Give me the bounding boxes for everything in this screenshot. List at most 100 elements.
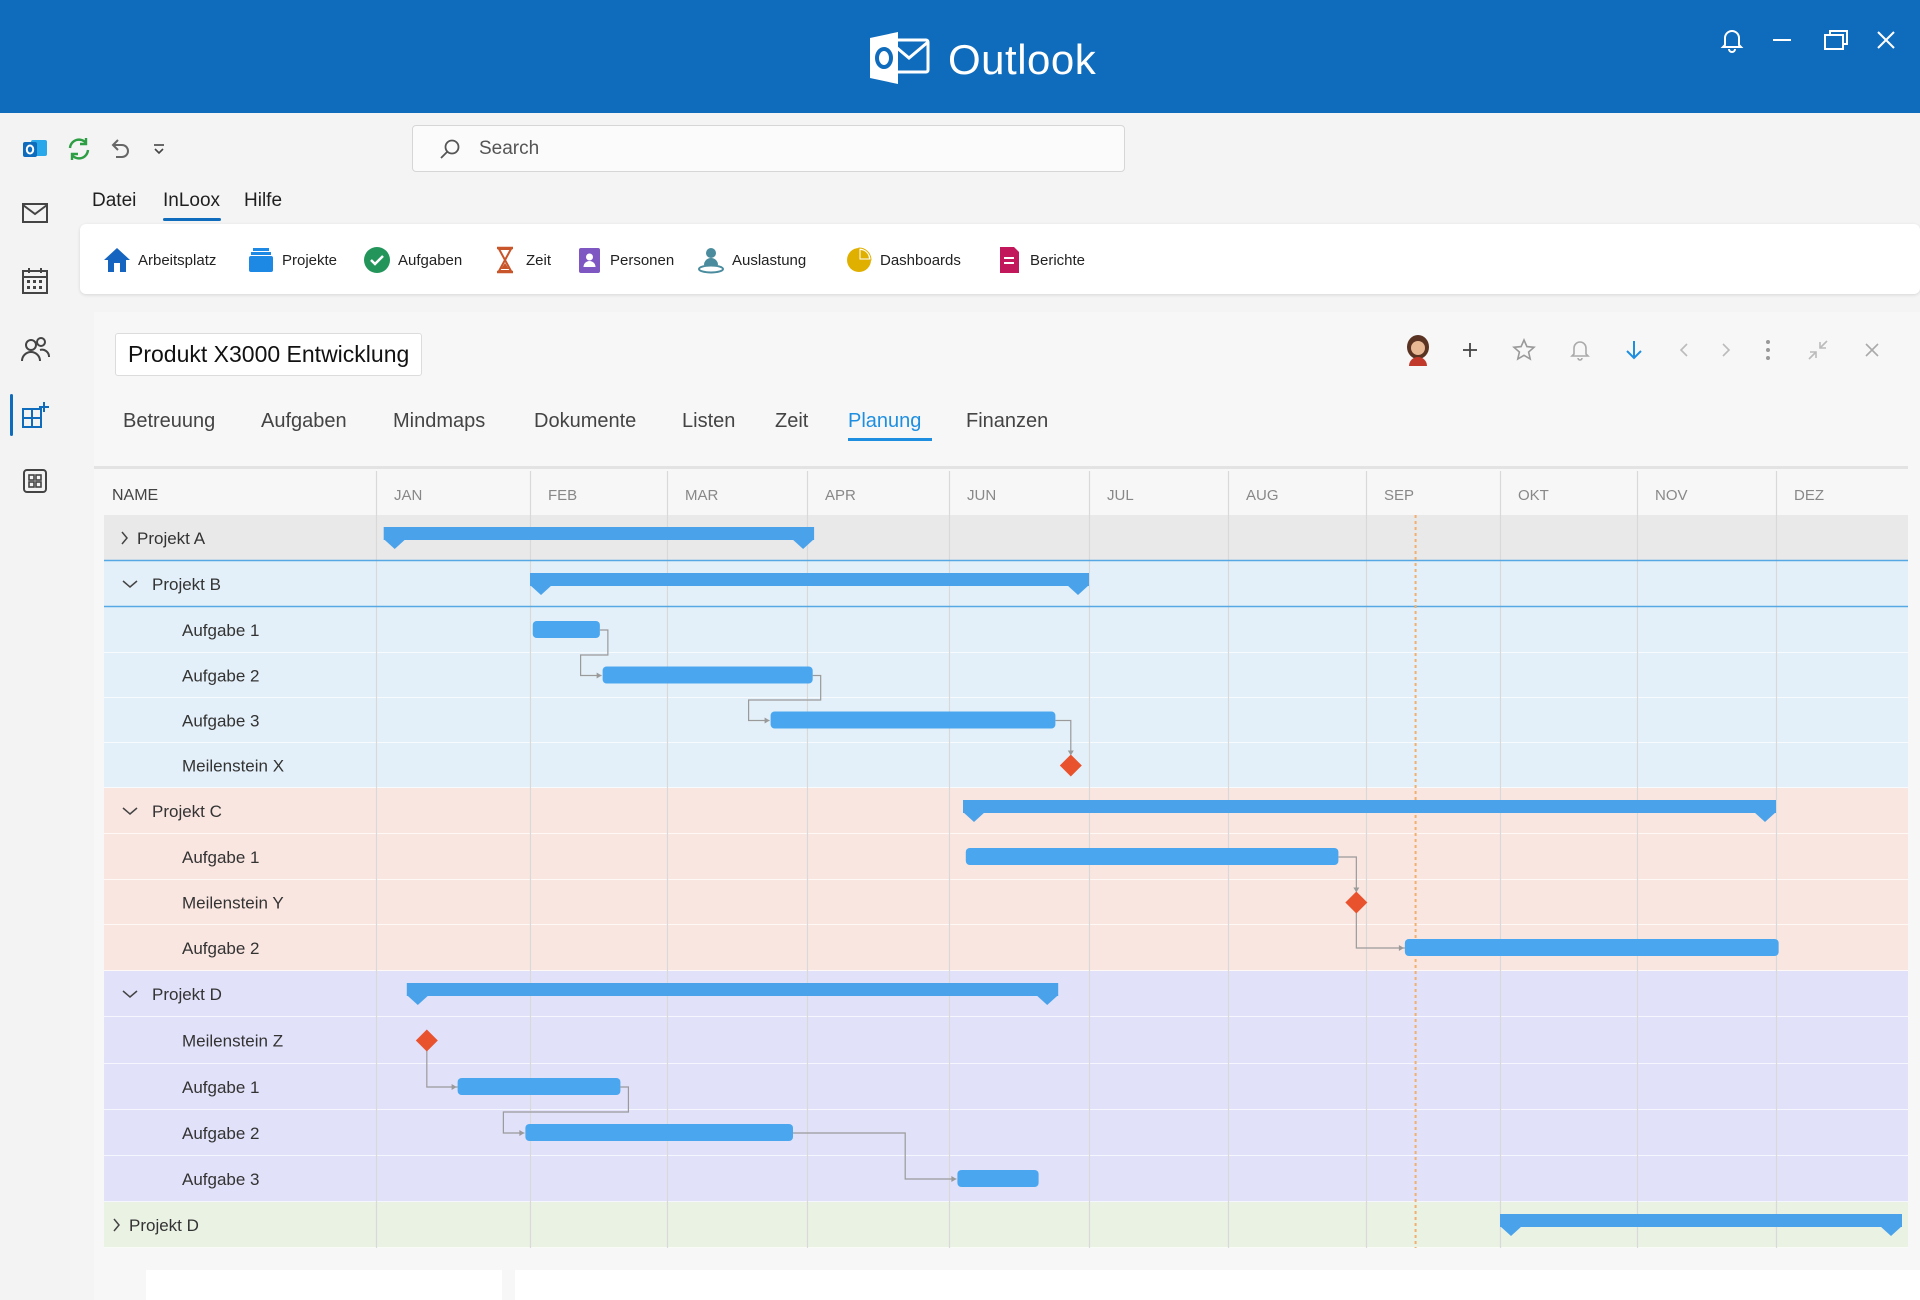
task-row-label: Aufgabe 1 [182,1078,260,1097]
search-input[interactable] [479,136,1079,162]
project-title[interactable]: Produkt X3000 Entwicklung [115,333,423,376]
notify-bell-icon[interactable] [1564,334,1596,366]
summary-bar [1500,1214,1902,1227]
minimize-button[interactable] [1764,22,1800,58]
ribbon-zeit-label: Zeit [526,251,552,269]
ribbon-personen-button[interactable]: Personen [574,244,674,276]
month-label-okt: OKT [1518,487,1549,504]
summary-bar-start-cap [406,995,429,1005]
apps-grid-icon[interactable] [18,464,52,498]
milestone-diamond [1345,891,1368,914]
task-bar [1404,939,1779,956]
tab-finanzen[interactable]: Finanzen [966,410,1049,432]
user-avatar[interactable] [1402,334,1434,366]
project-row-label: Projekt C [152,802,222,821]
ribbon-projekte-button[interactable]: Projekte [246,244,337,276]
month-label-apr: APR [825,487,856,504]
ribbon-berichte-button[interactable]: Berichte [994,244,1085,276]
task-row-label: Aufgabe 2 [182,1124,260,1143]
summary-bar-start-cap [530,585,552,595]
calendar-icon[interactable] [18,264,52,298]
menu-inloox[interactable]: InLoox [163,190,221,211]
gantt-footer-right [515,1270,1920,1300]
sync-icon[interactable] [64,134,94,164]
task-row-label: Aufgabe 3 [182,1170,260,1189]
ribbon-auslastung-label: Auslastung [732,251,807,269]
ribbon-dashboards-button[interactable]: Dashboards [844,244,961,276]
hourglass-icon [490,245,520,275]
arrow-down-icon[interactable] [1618,334,1650,366]
dependency-arrowhead [596,672,602,679]
outlook-app-icon[interactable] [20,134,50,164]
summary-bar-end-cap [1067,585,1089,595]
restore-button[interactable] [1818,22,1854,58]
search-box[interactable] [412,125,1125,172]
close-panel-icon[interactable] [1856,334,1888,366]
close-button[interactable] [1868,22,1904,58]
project-row-label: Projekt D [129,1216,199,1235]
home-icon [102,245,132,275]
task-row-label: Aufgabe 2 [182,939,260,958]
previous-chevron-icon[interactable] [1668,334,1700,366]
menu-datei[interactable]: Datei [92,190,137,211]
collapse-window-icon[interactable] [1802,334,1834,366]
undo-icon[interactable] [104,134,134,164]
tab-dokumente[interactable]: Dokumente [534,410,637,432]
next-chevron-icon[interactable] [1710,334,1742,366]
tab-zeit[interactable]: Zeit [775,410,809,432]
tab-mindmaps[interactable]: Mindmaps [393,410,486,432]
add-icon[interactable] [1454,334,1486,366]
ribbon-zeit-button[interactable]: Zeit [490,244,551,276]
gantt-row-background [104,1017,1908,1064]
ribbon-aufgaben-button[interactable]: Aufgaben [362,244,462,276]
favorite-star-icon[interactable] [1508,334,1540,366]
ribbon-projekte-label: Projekte [282,251,338,269]
dependency-link [580,629,609,677]
task-bar [770,711,1056,729]
dependency-arrowhead [764,717,770,724]
ribbon-auslastung-button[interactable]: Auslastung [696,244,806,276]
chevron-right-icon [113,1218,120,1232]
inloox-addin-icon[interactable] [18,398,52,432]
month-label-nov: NOV [1655,487,1688,504]
active-menu-indicator [163,218,221,221]
month-label-sep: SEP [1384,487,1414,504]
summary-bar [406,983,1059,996]
chevron-down-icon [122,990,138,998]
tab-planung[interactable]: Planung [848,410,922,432]
tabs-divider [94,466,1908,469]
gantt-row-background [104,880,1908,925]
gantt-canvas: NAME JAN FEB MAR APR JUN JUL AUG SEP OKT NOV DEZ Pro… [100,471,1908,1248]
milestone-diamond [1059,754,1082,777]
gantt-row-background [104,653,1908,698]
month-label-jul: JUL [1107,487,1134,504]
gantt-name-header: NAME [112,487,158,504]
month-label-jun: JUN [967,487,996,504]
summary-bar-end-cap [1036,995,1059,1005]
ribbon-dashboards-label: Dashboards [880,251,961,269]
chevron-right-icon [121,531,128,545]
task-row-label: Meilenstein X [182,757,284,776]
more-options-icon[interactable] [1752,334,1784,366]
people-icon[interactable] [18,332,52,366]
menu-hilfe[interactable]: Hilfe [244,190,283,211]
mail-icon[interactable] [18,196,52,230]
tab-betreuung[interactable]: Betreuung [123,410,216,432]
dependency-link [793,1132,957,1180]
search-icon [439,138,461,165]
notification-bell-icon[interactable] [1714,22,1750,58]
ribbon-berichte-label: Berichte [1030,251,1086,269]
tab-listen[interactable]: Listen [682,410,736,432]
gantt-row-background [104,607,1908,653]
task-bar [602,666,813,684]
summary-bar [530,573,1089,586]
summary-bar-start-cap [1500,1226,1522,1236]
contacts-icon [574,245,604,275]
dependency-link [426,1050,458,1088]
ribbon-arbeitsplatz-button[interactable]: Arbeitsplatz [102,244,216,276]
dependency-arrowhead [1398,945,1404,951]
customize-toolbar-icon[interactable] [144,134,174,164]
tab-aufgaben[interactable]: Aufgaben [261,410,347,432]
outlook-logo-icon [868,28,930,88]
